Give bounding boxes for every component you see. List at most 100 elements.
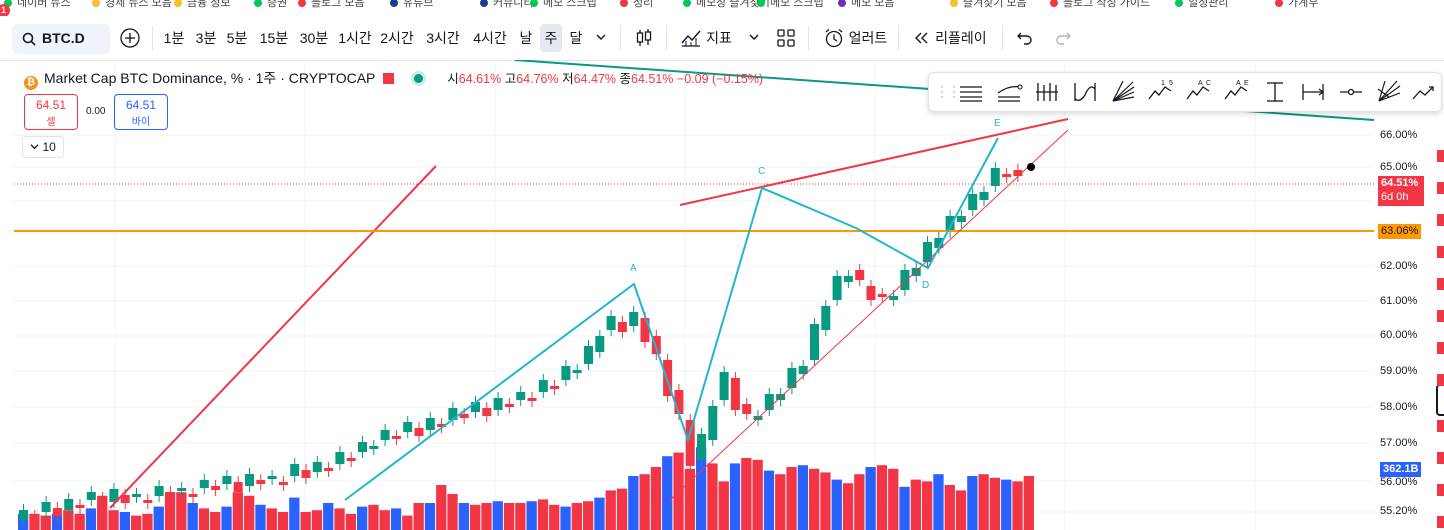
volume-bar — [40, 515, 51, 530]
volume-bar — [357, 506, 368, 530]
bookmark-item[interactable]: 블로그 모음 — [298, 0, 365, 9]
timeframe-8[interactable]: 3시간 — [426, 30, 460, 46]
volume-bar — [933, 474, 944, 530]
chevron-down-icon — [30, 144, 39, 150]
undo-button[interactable] — [1012, 24, 1038, 52]
bookmark-item[interactable]: 메모 스크랩 — [757, 0, 824, 9]
market-status-icon[interactable] — [414, 74, 424, 83]
abcde-pattern[interactable] — [344, 137, 999, 501]
timeframe-5[interactable]: 30분 — [299, 30, 329, 46]
sell-button[interactable]: 64.51 셀 — [24, 94, 78, 130]
timeframe-4[interactable]: 15분 — [259, 30, 289, 46]
bookmark-item[interactable]: 증권 — [254, 0, 288, 9]
candle — [369, 446, 379, 449]
volume-bar — [458, 503, 469, 530]
timeframe-1[interactable]: 1분 — [163, 30, 185, 46]
candle — [945, 216, 955, 232]
wedge-lower-line[interactable] — [669, 129, 1069, 501]
candle — [832, 276, 842, 300]
candle — [414, 428, 424, 436]
bookmark-item[interactable]: 커뮤니티 — [480, 0, 533, 9]
candle — [188, 494, 198, 497]
chart-type-button[interactable] — [630, 24, 658, 52]
price-chart[interactable]: A C E D — [0, 60, 1444, 530]
bookmark-item[interactable]: 경제 뉴스 모음 — [92, 0, 172, 9]
wedge-upper-line[interactable] — [679, 118, 1069, 206]
bookmark-icon — [254, 0, 262, 8]
bookmarks-bar: 네이버 뉴스 경제 뉴스 모음 금융 정보 증권 블로그 모음 유튜브 커뮤니티 메모 스크랩… — [0, 0, 1444, 14]
trend-line-tool-icon[interactable] — [1411, 79, 1439, 105]
edge-marker — [1437, 420, 1444, 432]
candlestick-icon — [636, 29, 652, 46]
candle — [278, 482, 288, 485]
timeframe-10[interactable]: 날 — [519, 30, 533, 46]
alerts-button[interactable]: 얼러트 — [818, 24, 892, 52]
timeframe-2[interactable]: 3분 — [195, 30, 217, 46]
bookmark-label: 블로그 모음 — [311, 0, 365, 9]
flag-icon[interactable] — [383, 73, 395, 84]
layouts-button[interactable] — [774, 24, 798, 52]
bookmark-item[interactable]: 가계부 — [1275, 0, 1318, 9]
bookmark-item[interactable]: 네이버 뉴스 — [4, 0, 71, 9]
timeframe-7[interactable]: 2시간 — [380, 30, 414, 46]
notification-badge[interactable]: 1 — [0, 4, 10, 17]
date-range-tool-icon[interactable] — [1299, 79, 1327, 105]
bookmark-label: 블로그 작성 가이드 — [1063, 0, 1151, 9]
candle — [358, 442, 367, 452]
fib-speed-fan-tool-icon[interactable] — [1375, 79, 1403, 105]
parallel-lines-tool-icon[interactable] — [957, 79, 985, 105]
edge-marker — [1437, 484, 1444, 496]
volume-bar — [515, 503, 526, 530]
bookmark-item[interactable]: 메모장 즐겨찾기 — [683, 0, 770, 9]
timeframe-11[interactable]: 주 — [540, 24, 562, 52]
symbol-search-button[interactable]: BTC.D — [12, 24, 110, 54]
buy-button[interactable]: 64.51 바이 — [114, 94, 168, 130]
indicators-count: 10 — [42, 140, 56, 154]
gann-fan-tool-icon[interactable] — [1109, 79, 1137, 105]
chart-legend[interactable]: ₿ Market Cap BTC Dominance, % · 1주 · CRYP… — [24, 68, 763, 90]
indicators-button[interactable]: 지표 — [676, 24, 736, 52]
bookmark-item[interactable]: 일정관리 — [1175, 0, 1229, 9]
timeframe-3[interactable]: 5분 — [226, 30, 248, 46]
bookmark-label: 메모 스크랩 — [770, 0, 824, 9]
price-range-tool-icon[interactable] — [1261, 79, 1289, 105]
price-tick: 60.00% — [1380, 329, 1418, 341]
open-value: 64.61% — [458, 72, 502, 86]
cycle-lines-tool-icon[interactable] — [1071, 79, 1099, 105]
price-tick: 58.00% — [1380, 401, 1418, 413]
drag-handle-icon[interactable]: ⋮⋮ — [935, 83, 961, 99]
volume-bar — [650, 467, 662, 530]
bookmark-item[interactable]: 블로그 작성 가이드 — [1050, 0, 1151, 9]
candle — [211, 486, 221, 490]
candle — [584, 346, 593, 364]
bookmark-item[interactable]: 유튜브 — [390, 0, 433, 9]
horizontal-ray-tool-icon[interactable] — [1337, 79, 1365, 105]
bookmark-item[interactable]: 메모 모음 — [838, 0, 895, 9]
timeframe-dropdown-button[interactable] — [592, 24, 610, 52]
axis-scroll-handle[interactable] — [1436, 384, 1444, 416]
bookmark-item[interactable]: 정리 — [620, 0, 653, 9]
bookmark-item[interactable]: 즐겨찾기 모음 — [950, 0, 1027, 9]
redo-button[interactable] — [1050, 24, 1076, 52]
bookmark-item[interactable]: 금융 정보 — [174, 0, 231, 9]
diagonal-trend-line[interactable] — [109, 165, 437, 509]
bookmark-label: 일정관리 — [1188, 0, 1229, 9]
fib-channel-tool-icon[interactable] — [1033, 79, 1061, 105]
indicators-collapse-button[interactable]: 10 — [22, 136, 64, 158]
bookmark-item[interactable]: 메모 스크랩 — [530, 0, 597, 9]
indicators-dropdown-button[interactable] — [746, 24, 762, 52]
compare-symbol-button[interactable] — [118, 24, 142, 52]
candle — [855, 270, 865, 280]
timeframe-9[interactable]: 4시간 — [473, 30, 507, 46]
volume-bar — [729, 463, 741, 530]
low-value: 64.47% — [573, 72, 617, 86]
timeframe-6[interactable]: 1시간 — [338, 30, 372, 46]
bookmark-label: 증권 — [267, 0, 288, 9]
timeframe-12[interactable]: 달 — [569, 30, 583, 46]
replay-button[interactable]: 리플레이 — [906, 24, 994, 52]
price-tick: 57.00% — [1380, 437, 1418, 449]
regression-trend-tool-icon[interactable] — [995, 79, 1023, 105]
